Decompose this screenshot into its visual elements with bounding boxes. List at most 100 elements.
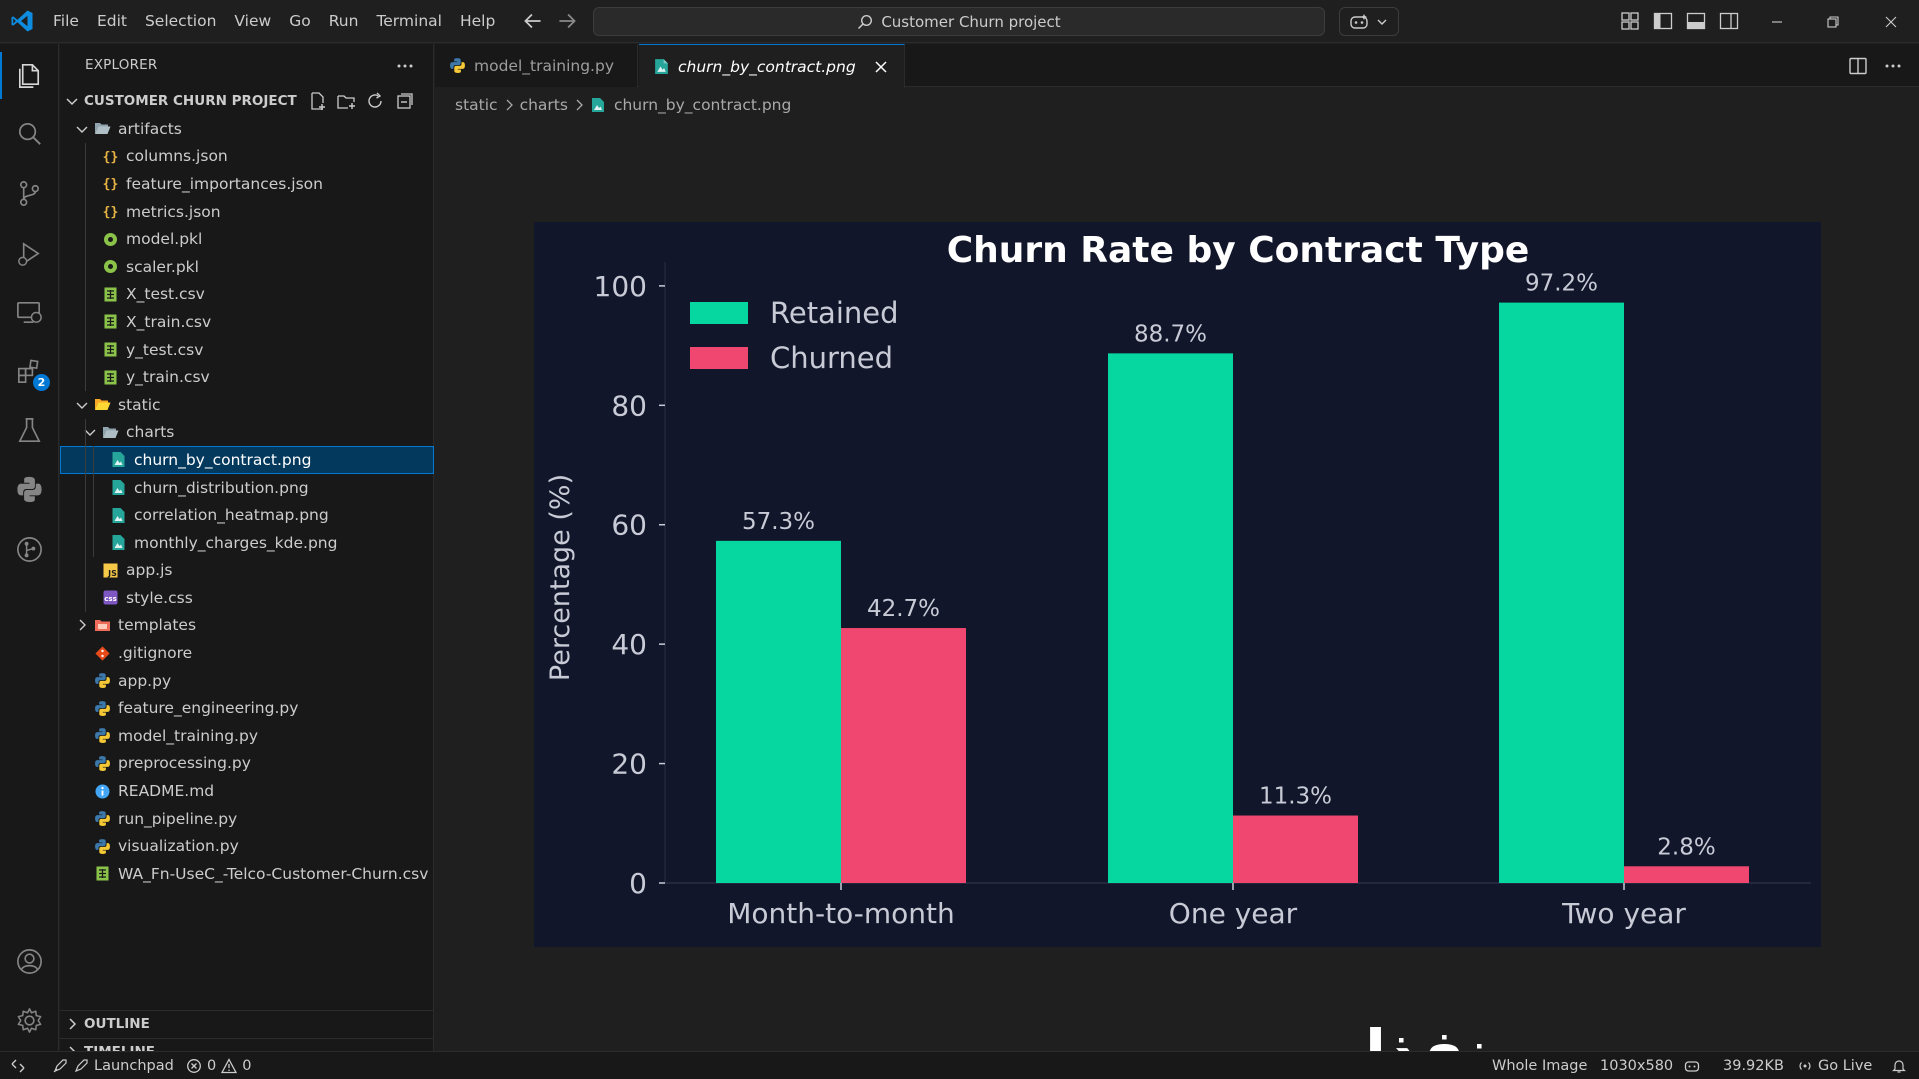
new-folder-icon[interactable] bbox=[336, 91, 356, 111]
breadcrumb-file[interactable]: churn_by_contract.png bbox=[613, 96, 792, 114]
tree-file[interactable]: app.py bbox=[60, 667, 434, 695]
csv-icon bbox=[102, 369, 119, 386]
tree-file[interactable]: model_training.py bbox=[60, 722, 434, 750]
menu-terminal[interactable]: Terminal bbox=[376, 12, 442, 30]
pkl-icon bbox=[102, 231, 119, 248]
info-icon bbox=[94, 783, 111, 800]
tree-file[interactable]: preprocessing.py bbox=[60, 750, 434, 778]
tree-file[interactable]: {} columns.json bbox=[60, 143, 434, 171]
tree-file[interactable]: JS app.js bbox=[60, 557, 434, 585]
tree-folder[interactable]: templates bbox=[60, 612, 434, 640]
copilot-status[interactable] bbox=[1684, 1052, 1700, 1079]
split-editor-icon[interactable] bbox=[1847, 55, 1869, 77]
python-icon[interactable] bbox=[14, 474, 45, 505]
menu-go[interactable]: Go bbox=[289, 12, 311, 30]
menu-help[interactable]: Help bbox=[459, 12, 496, 30]
go-live-button[interactable]: Go Live bbox=[1797, 1052, 1872, 1079]
python-file-icon bbox=[450, 58, 465, 73]
bar-retained bbox=[1499, 302, 1624, 883]
copilot-button[interactable] bbox=[1339, 7, 1399, 36]
collapse-all-icon[interactable] bbox=[394, 91, 414, 111]
tree-file[interactable]: WA_Fn-UseC_-Telco-Customer-Churn.csv bbox=[60, 860, 434, 888]
restore-button[interactable] bbox=[1810, 0, 1856, 43]
menu-selection[interactable]: Selection bbox=[144, 12, 217, 30]
menu-view[interactable]: View bbox=[234, 12, 272, 30]
churn-chart: Churn Rate by Contract Type 0 20 40 60 80 100 P… bbox=[534, 222, 1821, 947]
tree-file[interactable]: y_test.csv bbox=[60, 336, 434, 364]
tree-file[interactable]: {} metrics.json bbox=[60, 198, 434, 226]
tree-file[interactable]: X_train.csv bbox=[60, 308, 434, 336]
bar-value-label: 11.3% bbox=[1259, 784, 1332, 810]
close-icon[interactable] bbox=[872, 58, 890, 76]
explorer-sidebar: EXPLORER CUSTOMER CHURN PROJECT artifact… bbox=[60, 44, 434, 1060]
tree-file[interactable]: churn_distribution.png bbox=[60, 474, 434, 502]
breadcrumb-static[interactable]: static bbox=[455, 96, 498, 114]
tree-file[interactable]: y_train.csv bbox=[60, 363, 434, 391]
tree-item-label: charts bbox=[126, 423, 175, 442]
notifications-bell[interactable] bbox=[1891, 1052, 1907, 1079]
more-actions-icon[interactable] bbox=[395, 56, 415, 76]
remote-indicator[interactable] bbox=[10, 1052, 26, 1079]
close-window-button[interactable] bbox=[1868, 0, 1914, 43]
back-arrow-icon[interactable] bbox=[520, 8, 546, 34]
menu-edit[interactable]: Edit bbox=[96, 12, 127, 30]
source-control-icon[interactable] bbox=[14, 178, 45, 209]
tree-item-label: templates bbox=[118, 616, 197, 635]
tree-file[interactable]: correlation_heatmap.png bbox=[60, 501, 434, 529]
tree-file[interactable]: X_test.csv bbox=[60, 281, 434, 309]
chevron-right-icon bbox=[69, 1018, 77, 1030]
chevron-down-icon bbox=[84, 429, 96, 437]
tab-model-training[interactable]: model_training.py bbox=[435, 44, 638, 87]
chevron-down-icon bbox=[76, 126, 88, 133]
image-preview[interactable]: Churn Rate by Contract Type 0 20 40 60 80 100 P… bbox=[534, 222, 1821, 947]
remote-explorer-icon[interactable] bbox=[14, 297, 45, 328]
tree-item-label: churn_by_contract.png bbox=[134, 450, 312, 469]
toggle-secondary-sidebar-icon[interactable] bbox=[1718, 10, 1740, 32]
explorer-files-icon[interactable] bbox=[14, 60, 45, 91]
refresh-icon[interactable] bbox=[365, 91, 385, 111]
problems-item[interactable]: 0 0 bbox=[186, 1052, 251, 1079]
copilot-icon bbox=[1350, 13, 1368, 29]
extensions-icon[interactable] bbox=[14, 356, 45, 387]
breadcrumb-charts[interactable]: charts bbox=[519, 96, 568, 114]
command-center-search[interactable]: Customer Churn project bbox=[593, 7, 1325, 36]
y-tick-label: 20 bbox=[611, 748, 647, 781]
tree-folder[interactable]: artifacts bbox=[60, 115, 434, 143]
tree-file[interactable]: churn_by_contract.png bbox=[60, 446, 434, 474]
tree-file[interactable]: feature_engineering.py bbox=[60, 694, 434, 722]
forward-arrow-icon[interactable] bbox=[554, 8, 580, 34]
tree-folder[interactable]: static bbox=[60, 391, 434, 419]
tree-folder[interactable]: charts bbox=[60, 419, 434, 447]
py-icon bbox=[94, 810, 111, 827]
minimize-button[interactable] bbox=[1754, 0, 1800, 43]
run-debug-icon[interactable] bbox=[14, 238, 45, 269]
tree-file[interactable]: scaler.pkl bbox=[60, 253, 434, 281]
accounts-icon[interactable] bbox=[14, 946, 45, 977]
tree-file[interactable]: README.md bbox=[60, 777, 434, 805]
testing-flask-icon[interactable] bbox=[14, 415, 45, 446]
image-view-mode[interactable]: Whole Image bbox=[1492, 1052, 1587, 1079]
menu-file[interactable]: File bbox=[53, 12, 79, 30]
search-activity-icon[interactable] bbox=[14, 119, 45, 150]
tree-file[interactable]: run_pipeline.py bbox=[60, 805, 434, 833]
tree-file[interactable]: .gitignore bbox=[60, 639, 434, 667]
customize-layout-icon[interactable] bbox=[1619, 10, 1641, 32]
more-actions-icon[interactable] bbox=[1882, 55, 1904, 77]
tree-file[interactable]: {} feature_importances.json bbox=[60, 170, 434, 198]
outline-section[interactable]: OUTLINE bbox=[60, 1010, 434, 1037]
new-file-icon[interactable] bbox=[307, 91, 327, 111]
bar-churned bbox=[1624, 866, 1749, 883]
toggle-primary-sidebar-icon[interactable] bbox=[1652, 10, 1674, 32]
json-icon: {} bbox=[102, 203, 119, 220]
tree-file[interactable]: visualization.py bbox=[60, 832, 434, 860]
project-section-header[interactable]: CUSTOMER CHURN PROJECT bbox=[60, 87, 434, 115]
tree-file[interactable]: monthly_charges_kde.png bbox=[60, 529, 434, 557]
tab-churn-by-contract[interactable]: churn_by_contract.png bbox=[639, 44, 905, 88]
toggle-panel-icon[interactable] bbox=[1685, 10, 1707, 32]
menu-run[interactable]: Run bbox=[328, 12, 359, 30]
tree-file[interactable]: css style.css bbox=[60, 584, 434, 612]
settings-gear-icon[interactable] bbox=[14, 1005, 45, 1036]
tree-file[interactable]: model.pkl bbox=[60, 225, 434, 253]
git-graph-icon[interactable] bbox=[14, 534, 45, 565]
launchpad-item[interactable]: Launchpad bbox=[52, 1052, 174, 1079]
